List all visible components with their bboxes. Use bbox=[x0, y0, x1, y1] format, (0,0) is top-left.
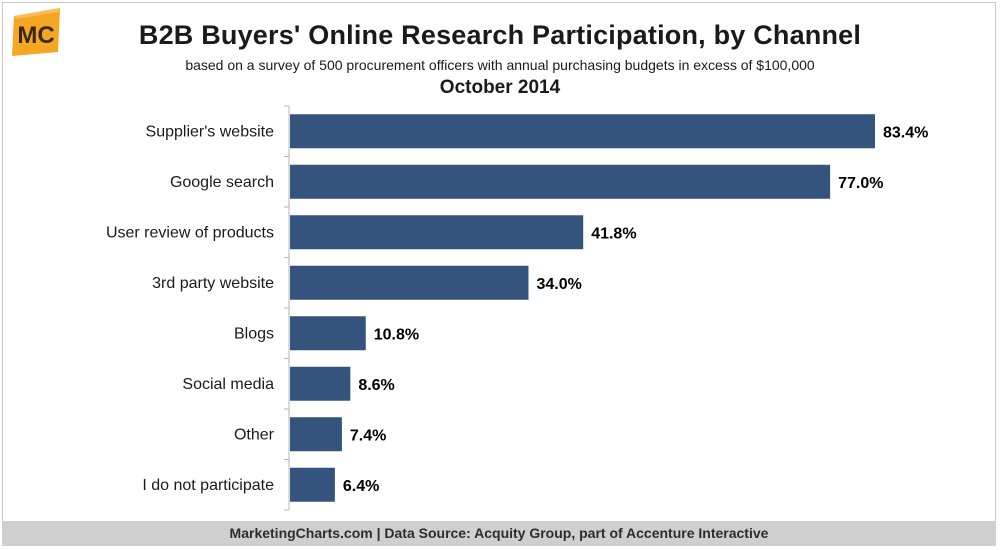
bar-chart: Supplier's website 83.4% Google search 77.0… bbox=[106, 105, 928, 511]
category-label: Social media bbox=[182, 376, 274, 393]
category-label: Supplier's website bbox=[146, 123, 275, 140]
source-footer: MarketingCharts.com | Data Source: Acqui… bbox=[2, 521, 996, 546]
category-label: Google search bbox=[170, 174, 274, 191]
chart-date: October 2014 bbox=[439, 77, 561, 98]
category-label: User review of products bbox=[106, 224, 274, 241]
bar bbox=[290, 164, 831, 199]
value-label: 7.4% bbox=[350, 427, 386, 444]
value-label: 10.8% bbox=[374, 326, 419, 343]
bar bbox=[290, 114, 875, 149]
value-label: 8.6% bbox=[358, 377, 394, 394]
value-label: 34.0% bbox=[536, 276, 581, 293]
value-label: 41.8% bbox=[591, 225, 636, 242]
bar bbox=[290, 316, 366, 351]
chart-subtitle: based on a survey of 500 procurement off… bbox=[185, 57, 815, 73]
bar bbox=[290, 417, 342, 452]
marketingcharts-logo: MC bbox=[8, 6, 64, 58]
bar bbox=[290, 265, 529, 300]
category-label: I do not participate bbox=[142, 477, 274, 494]
bar bbox=[290, 366, 351, 401]
value-label: 6.4% bbox=[343, 478, 379, 495]
chart-title: B2B Buyers' Online Research Participatio… bbox=[138, 20, 862, 50]
category-label: Blogs bbox=[234, 325, 274, 342]
category-label: Other bbox=[234, 426, 275, 443]
value-label: 83.4% bbox=[883, 124, 928, 141]
bar bbox=[290, 467, 335, 502]
value-label: 77.0% bbox=[838, 175, 883, 192]
svg-text:MC: MC bbox=[17, 22, 54, 49]
bar bbox=[290, 215, 584, 250]
category-label: 3rd party website bbox=[152, 275, 274, 292]
